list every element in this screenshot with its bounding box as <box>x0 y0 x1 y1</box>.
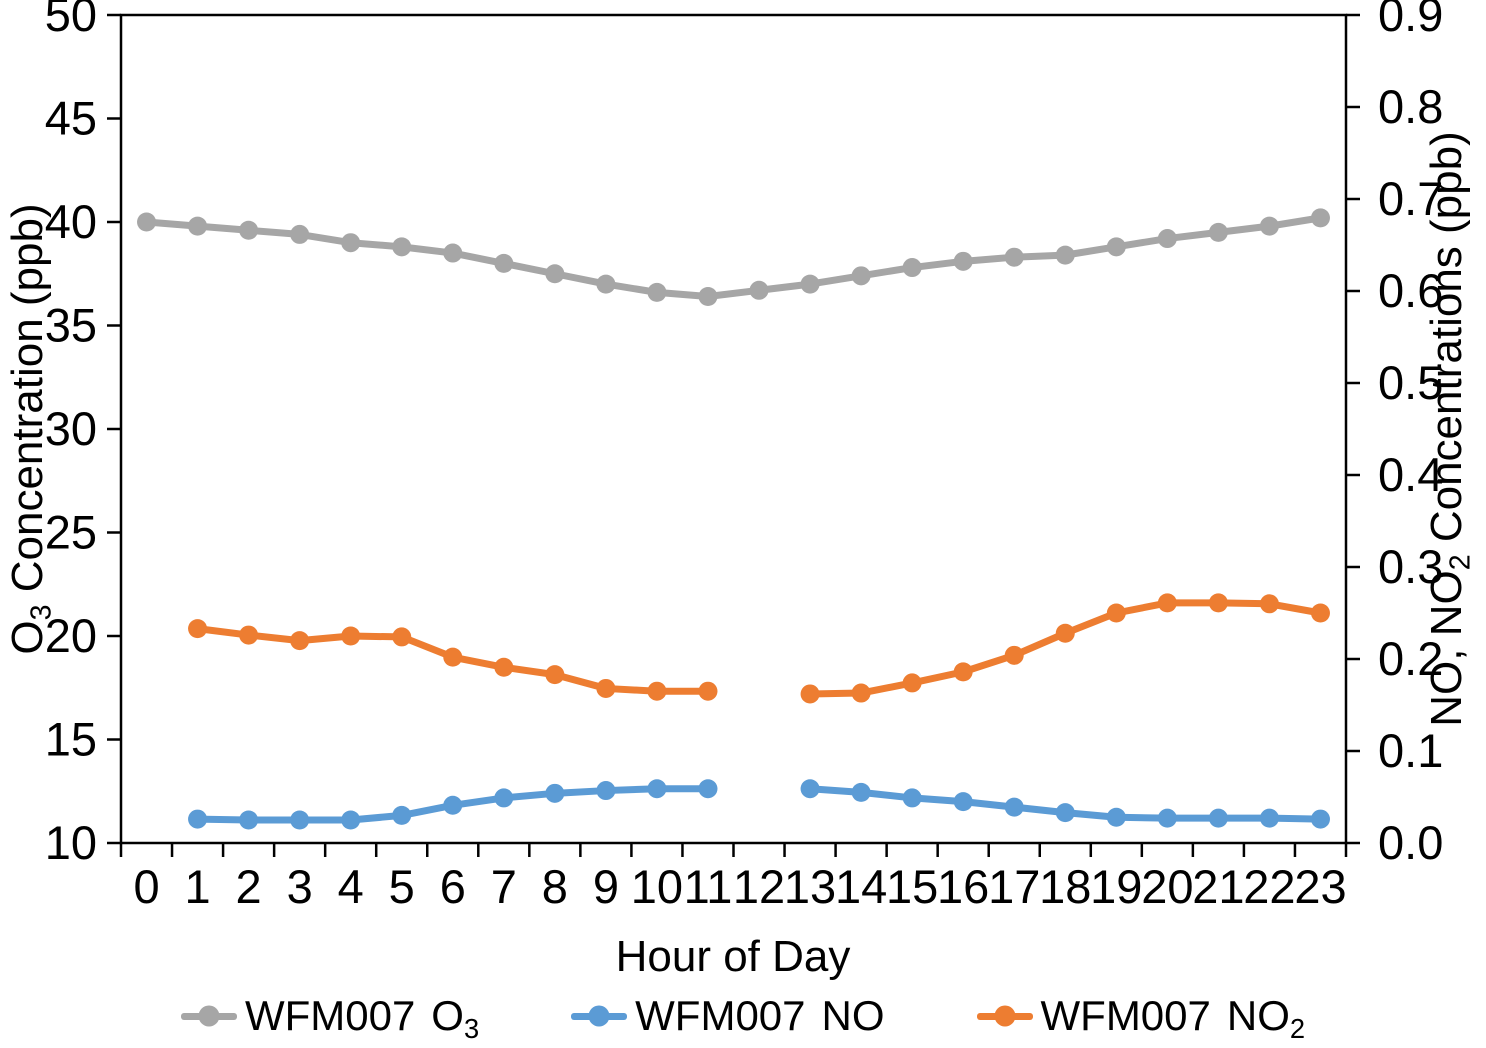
svg-text:10: 10 <box>45 816 97 869</box>
legend-label-species: NO2 <box>1226 992 1306 1045</box>
svg-text:0: 0 <box>133 860 159 913</box>
svg-text:5: 5 <box>389 860 415 913</box>
svg-text:9: 9 <box>593 860 619 913</box>
legend-item-o3: WFM007 O3 <box>180 992 480 1045</box>
legend-item-no: WFM007 NO <box>571 992 885 1040</box>
svg-text:0.3: 0.3 <box>1378 540 1443 593</box>
svg-text:50: 50 <box>45 0 97 41</box>
svg-text:10: 10 <box>631 860 683 913</box>
svg-text:25: 25 <box>45 506 97 559</box>
svg-text:3: 3 <box>287 860 313 913</box>
svg-text:12: 12 <box>733 860 785 913</box>
legend-label-species: O3 <box>431 992 480 1045</box>
svg-text:18: 18 <box>1039 860 1091 913</box>
left-axis-title: O3 Concentration (ppb) <box>3 203 58 655</box>
x-axis-title: Hour of Day <box>615 932 851 981</box>
svg-text:0.1: 0.1 <box>1378 724 1443 777</box>
legend-label-station: WFM007 <box>244 992 416 1039</box>
svg-text:21: 21 <box>1192 860 1244 913</box>
legend-label-species: NO <box>821 992 885 1039</box>
right-axis-title: NO, NO2 Concentrations (ppb) <box>1422 131 1477 727</box>
svg-text:8: 8 <box>542 860 568 913</box>
svg-text:16: 16 <box>937 860 989 913</box>
svg-text:17: 17 <box>988 860 1040 913</box>
legend: WFM007 O3 WFM007 NO WFM007 NO2 <box>0 992 1486 1045</box>
legend-marker-o3-icon <box>180 1005 237 1027</box>
svg-text:4: 4 <box>338 860 364 913</box>
svg-text:15: 15 <box>45 713 97 766</box>
svg-text:7: 7 <box>491 860 517 913</box>
left-axis: 50 45 40 35 30 25 20 15 10 <box>45 0 121 869</box>
svg-text:23: 23 <box>1294 860 1346 913</box>
svg-text:22: 22 <box>1243 860 1295 913</box>
legend-item-no2: WFM007 NO2 <box>976 992 1306 1045</box>
svg-text:19: 19 <box>1090 860 1142 913</box>
svg-text:30: 30 <box>45 402 97 455</box>
svg-text:14: 14 <box>835 860 887 913</box>
svg-text:20: 20 <box>45 609 97 662</box>
plot-border <box>119 13 1348 845</box>
svg-text:1: 1 <box>184 860 210 913</box>
right-axis: 0.9 0.8 0.7 0.6 0.5 0.4 0.3 0.2 0.1 0.0 <box>1346 0 1443 869</box>
legend-marker-no-icon <box>571 1005 628 1027</box>
series-0 <box>137 208 1330 307</box>
svg-text:13: 13 <box>784 860 836 913</box>
svg-text:0.9: 0.9 <box>1378 0 1443 41</box>
svg-text:0.8: 0.8 <box>1378 80 1443 133</box>
svg-text:40: 40 <box>45 195 97 248</box>
series-2 <box>188 593 1330 704</box>
legend-label-station: WFM007 <box>635 992 806 1039</box>
svg-text:0.6: 0.6 <box>1378 264 1443 317</box>
svg-text:6: 6 <box>440 860 466 913</box>
svg-text:0.4: 0.4 <box>1378 448 1443 501</box>
legend-marker-no2-icon <box>976 1005 1033 1027</box>
svg-text:0.0: 0.0 <box>1378 816 1443 869</box>
svg-text:15: 15 <box>886 860 938 913</box>
svg-text:35: 35 <box>45 299 97 352</box>
svg-text:0.7: 0.7 <box>1378 172 1443 225</box>
svg-text:20: 20 <box>1141 860 1193 913</box>
svg-text:45: 45 <box>45 92 97 145</box>
svg-text:2: 2 <box>236 860 262 913</box>
svg-text:0.2: 0.2 <box>1378 632 1443 685</box>
svg-text:11: 11 <box>684 860 733 913</box>
svg-text:0.5: 0.5 <box>1378 356 1443 409</box>
series-1 <box>188 779 1330 830</box>
legend-label-station: WFM007 <box>1040 992 1211 1039</box>
